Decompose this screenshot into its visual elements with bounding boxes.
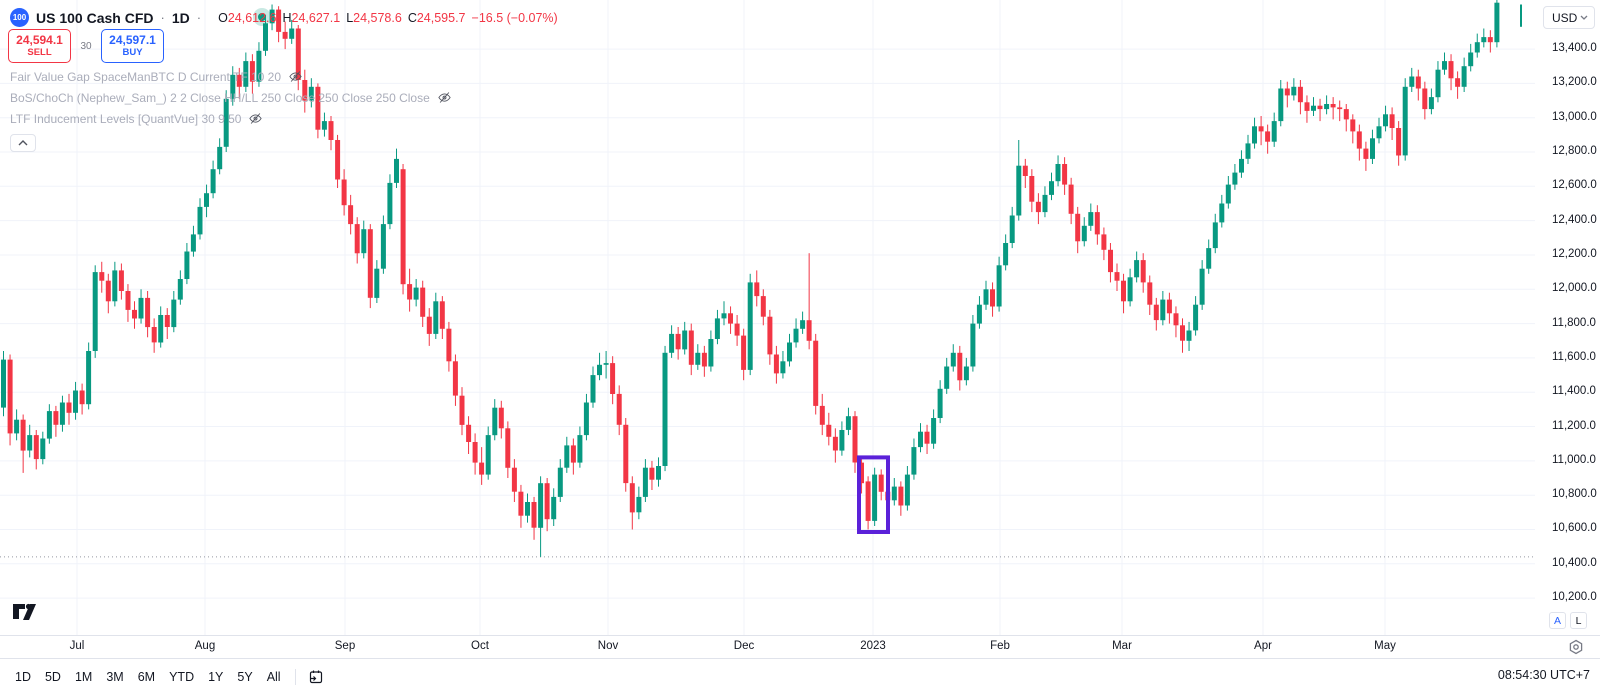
- axis-settings-gear-icon[interactable]: [1568, 639, 1584, 655]
- indicator-hide-button[interactable]: [436, 89, 453, 106]
- trade-panel: 24,594.1 SELL 30 24,597.1 BUY: [8, 29, 164, 63]
- title-separator-2: ·: [196, 10, 202, 25]
- indicator-row[interactable]: BoS/ChoCh (Nephew_Sam_) 2 2 Close HH/LL …: [10, 87, 453, 108]
- indicator-row[interactable]: Fair Value Gap SpaceManBTC D Current TF …: [10, 66, 453, 87]
- change-value: −16.5 (−0.07%): [471, 10, 558, 25]
- tradingview-logo[interactable]: [12, 603, 40, 621]
- price-axis-label: 12,400.0: [1552, 214, 1597, 226]
- price-axis-label: 12,200.0: [1552, 248, 1597, 260]
- price-axis-label: 12,800.0: [1552, 145, 1597, 157]
- price-axis-label: 10,800.0: [1552, 488, 1597, 500]
- time-axis-label: May: [1374, 640, 1396, 652]
- range-button-3m[interactable]: 3M: [106, 670, 124, 684]
- currency-dropdown[interactable]: USD: [1543, 6, 1595, 29]
- price-axis-label: 13,400.0: [1552, 42, 1597, 54]
- range-button-6m[interactable]: 6M: [137, 670, 156, 684]
- time-axis-label: Apr: [1254, 640, 1272, 652]
- time-axis-label: Feb: [990, 640, 1010, 652]
- time-axis[interactable]: Jul Aug Sep Oct Nov Dec 2023 Feb Mar Apr May: [0, 636, 1535, 658]
- time-axis-label: Dec: [733, 640, 755, 652]
- toolbar-divider: [294, 669, 296, 685]
- price-axis[interactable]: USD 13,400.0 13,200.0 13,000.0 12,800.0 12,6…: [1535, 0, 1600, 635]
- symbol-title[interactable]: US 100 Cash CFD: [36, 9, 154, 26]
- time-axis-label: Oct: [471, 640, 489, 652]
- price-axis-label: 10,600.0: [1552, 522, 1597, 534]
- price-axis-label: 11,800.0: [1552, 317, 1596, 329]
- buy-label: BUY: [122, 47, 143, 58]
- ohlc-letter: L: [346, 10, 354, 25]
- buy-button[interactable]: 24,597.1 BUY: [101, 29, 164, 63]
- ohlc-letter: C: [407, 10, 417, 25]
- axis-mode-buttons: A L: [1549, 612, 1587, 629]
- timezone-clock[interactable]: 08:54:30 UTC+7: [1497, 668, 1590, 682]
- candlestick-chart[interactable]: [0, 0, 1535, 635]
- legend-collapse-button[interactable]: [10, 134, 36, 152]
- time-axis-label: Nov: [597, 640, 619, 652]
- spread-value: 30: [80, 40, 92, 52]
- chevron-up-icon: [18, 140, 28, 146]
- time-axis-label: Sep: [334, 640, 356, 652]
- timeframe-label[interactable]: 1D: [171, 9, 190, 26]
- currency-label: USD: [1552, 10, 1578, 25]
- range-button-5d[interactable]: 5D: [44, 670, 61, 684]
- indicator-legend: Fair Value Gap SpaceManBTC D Current TF …: [10, 66, 453, 152]
- range-button-all[interactable]: All: [266, 670, 281, 684]
- indicator-name: LTF Inducement Levels [QuantVue] 30 9 50: [10, 111, 242, 126]
- price-axis-label: 13,000.0: [1552, 111, 1597, 123]
- log-scale-button[interactable]: L: [1570, 612, 1587, 629]
- time-axis-label: Aug: [194, 640, 216, 652]
- time-axis-label: 2023: [860, 640, 886, 652]
- bottom-toolbar: 1D 5D 1M 3M 6M YTD 1Y 5Y All 08:54:30 UTC+7: [0, 659, 1600, 695]
- indicator-hide-button[interactable]: [247, 110, 264, 127]
- bottom-bar-separator: [0, 658, 1600, 659]
- sell-button[interactable]: 24,594.1 SELL: [8, 29, 71, 63]
- symbol-header: 100 US 100 Cash CFD · 1D · O24,612.6 H24,…: [10, 8, 558, 27]
- chart-pane[interactable]: [0, 0, 1535, 635]
- price-axis-label: 11,200.0: [1552, 420, 1596, 432]
- ohlc-letter: O: [218, 10, 228, 25]
- indicator-row[interactable]: LTF Inducement Levels [QuantVue] 30 9 50: [10, 108, 453, 129]
- ohlc-value: 24,612.6: [227, 10, 277, 25]
- range-button-1d[interactable]: 1D: [15, 670, 31, 684]
- indicator-hide-button[interactable]: [287, 68, 304, 85]
- eye-off-icon: [289, 71, 302, 82]
- time-axis-label: Mar: [1112, 640, 1132, 652]
- chevron-down-icon: [1580, 15, 1588, 20]
- price-axis-label: 12,600.0: [1552, 179, 1597, 191]
- go-to-date-button[interactable]: [305, 667, 327, 687]
- time-axis-label: Jul: [69, 640, 85, 652]
- eye-off-icon: [438, 92, 451, 103]
- indicator-name: Fair Value Gap SpaceManBTC D Current TF …: [10, 69, 282, 84]
- range-button-1m[interactable]: 1M: [74, 670, 93, 684]
- buy-price: 24,597.1: [109, 33, 156, 47]
- price-axis-label: 12,000.0: [1552, 282, 1597, 294]
- ohlc-letter: H: [282, 10, 292, 25]
- symbol-logo-icon[interactable]: 100: [10, 8, 29, 27]
- range-button-ytd[interactable]: YTD: [169, 670, 195, 684]
- price-axis-label: 10,200.0: [1552, 591, 1597, 603]
- sell-label: SELL: [27, 47, 52, 58]
- time-axis-separator: [0, 635, 1600, 636]
- ohlc-value: 24,595.7: [416, 10, 466, 25]
- range-button-1y[interactable]: 1Y: [208, 670, 224, 684]
- ohlc-value: 24,578.6: [353, 10, 402, 25]
- sell-price: 24,594.1: [16, 33, 63, 47]
- indicator-name: BoS/ChoCh (Nephew_Sam_) 2 2 Close HH/LL …: [10, 90, 430, 105]
- auto-scale-button[interactable]: A: [1549, 612, 1566, 629]
- drawing-anchor-icon: [258, 13, 266, 21]
- rectangle-drawing[interactable]: [857, 455, 890, 534]
- title-separator: ·: [160, 10, 165, 25]
- price-axis-label: 11,000.0: [1552, 454, 1596, 466]
- range-button-5y[interactable]: 5Y: [237, 670, 253, 684]
- price-axis-label: 11,600.0: [1552, 351, 1596, 363]
- eye-off-icon: [249, 113, 263, 124]
- price-axis-label: 10,400.0: [1552, 557, 1597, 569]
- ohlc-value: 24,627.1: [291, 10, 341, 25]
- ohlc-readout: O24,612.6 H24,627.1 L24,578.6 C24,595.7 −16.…: [218, 11, 558, 25]
- price-axis-label: 11,400.0: [1552, 385, 1596, 397]
- range-buttons: 1D 5D 1M 3M 6M YTD 1Y 5Y All: [10, 659, 327, 695]
- calendar-icon: [309, 670, 322, 684]
- price-axis-label: 13,200.0: [1552, 76, 1597, 88]
